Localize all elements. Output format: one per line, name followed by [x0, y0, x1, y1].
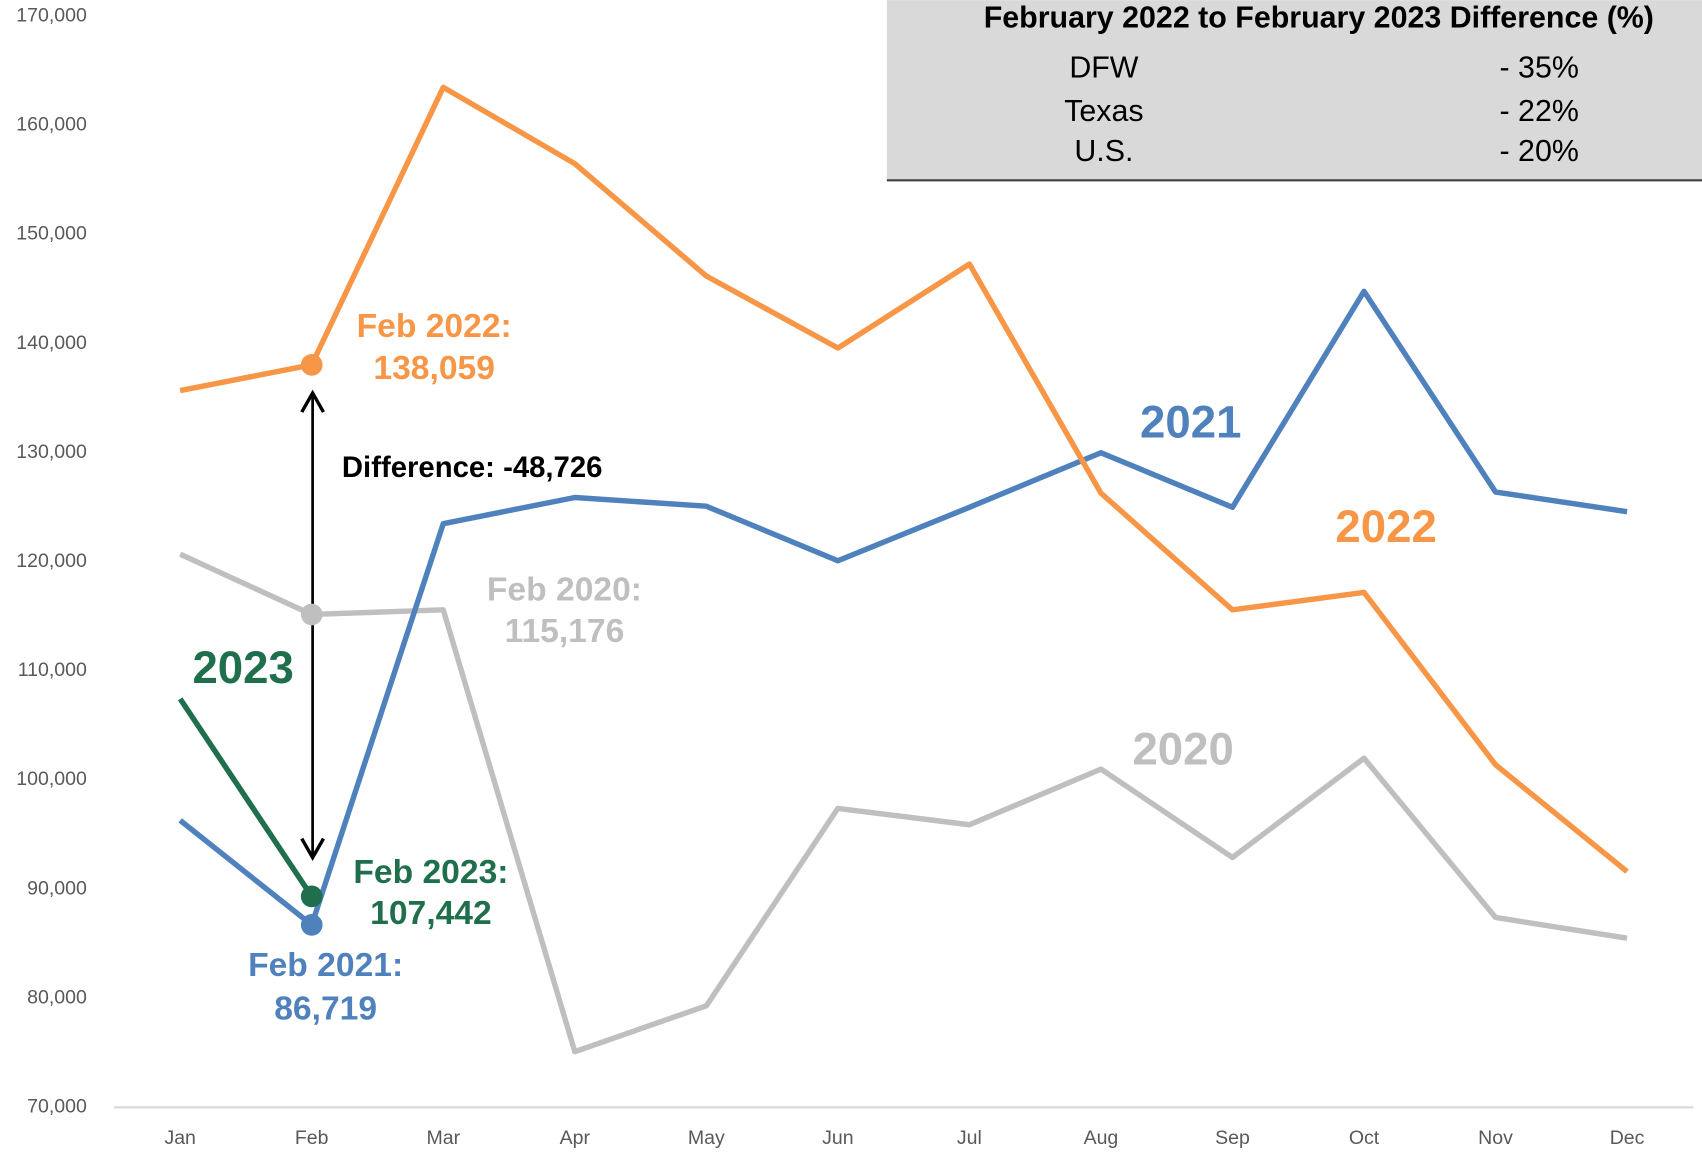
series-label: 2020 — [1132, 723, 1233, 774]
x-tick-label: May — [688, 1127, 725, 1149]
y-tick-label: 110,000 — [18, 659, 87, 681]
y-tick-label: 150,000 — [16, 223, 87, 245]
y-tick-label: 90,000 — [27, 877, 87, 899]
summary-table: February 2022 to February 2023 Differenc… — [886, 0, 1702, 182]
annotation: 115,176 — [505, 613, 625, 650]
x-tick-label: Jan — [164, 1127, 195, 1149]
series-label: 2022 — [1335, 501, 1436, 552]
table-background — [886, 0, 1702, 181]
x-tick-label: Nov — [1478, 1127, 1513, 1149]
x-tick-label: Feb — [295, 1127, 329, 1149]
series-line — [179, 84, 1629, 874]
x-tick-label: Mar — [426, 1127, 460, 1149]
point-marker — [300, 353, 323, 376]
table-cell: DFW — [1069, 51, 1138, 85]
x-tick-label: Apr — [560, 1127, 591, 1149]
table-cell: - 22% — [1500, 94, 1579, 128]
table-cell: - 35% — [1500, 51, 1579, 85]
annotation: Difference: -48,726 — [342, 451, 603, 484]
y-tick-label: 70,000 — [27, 1095, 87, 1117]
x-tick-label: Oct — [1349, 1127, 1380, 1149]
annotation: 138,059 — [373, 350, 495, 387]
annotation: 107,442 — [370, 895, 492, 932]
point-marker — [300, 914, 323, 936]
annotation: Feb 2022: — [357, 308, 512, 345]
y-tick-label: 160,000 — [16, 114, 87, 136]
series-line — [177, 697, 314, 898]
point-marker — [300, 603, 323, 626]
table-cell: Texas — [1064, 94, 1143, 128]
x-tick-label: Dec — [1610, 1127, 1645, 1149]
x-tick-label: Jul — [957, 1127, 982, 1149]
table-title: February 2022 to February 2023 Differenc… — [984, 1, 1654, 35]
annotation: 86,719 — [274, 991, 377, 1028]
y-tick-label: 80,000 — [27, 986, 87, 1008]
plot: 70,000 80,000 90,000 100,000 110,000 120,000 1… — [16, 5, 1644, 1149]
annotations: Feb 2022: 138,059 Feb 2020: 115,176 Feb … — [248, 308, 642, 1028]
annotation: Feb 2023: — [353, 854, 508, 891]
table-cell: U.S. — [1074, 134, 1133, 168]
series-line — [179, 551, 1628, 1055]
y-tick-label: 120,000 — [16, 550, 87, 572]
series-label: 2023 — [192, 642, 293, 693]
y-tick-label: 130,000 — [16, 441, 87, 463]
y-tick-label: 170,000 — [16, 5, 87, 27]
point-marker — [300, 885, 323, 908]
annotation: Feb 2021: — [248, 947, 403, 984]
series-line — [178, 288, 1628, 928]
table-cell: - 20% — [1500, 134, 1579, 168]
x-tick-label: Aug — [1084, 1127, 1119, 1149]
x-tick-label: Sep — [1215, 1127, 1250, 1149]
annotation: Feb 2020: — [487, 572, 642, 609]
x-tick-label: Jun — [822, 1127, 853, 1149]
series-label: 2021 — [1140, 397, 1241, 448]
y-tick-label: 100,000 — [16, 768, 87, 790]
y-tick-label: 140,000 — [16, 332, 87, 354]
